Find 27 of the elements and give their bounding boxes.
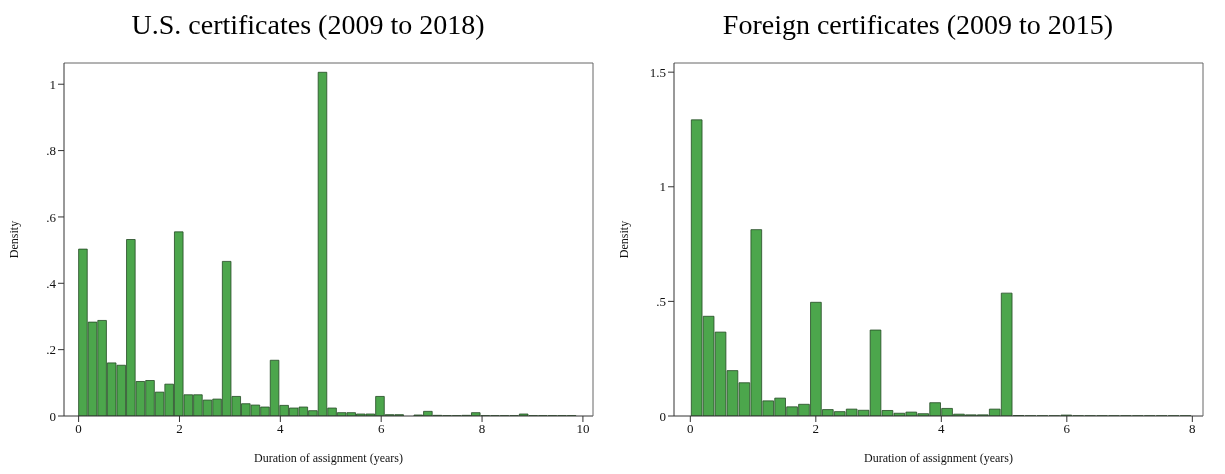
x-tick-label: 2 bbox=[176, 421, 183, 437]
x-tick-label: 0 bbox=[75, 421, 82, 437]
x-tick-label: 6 bbox=[1063, 421, 1071, 437]
y-tick-label: 1.5 bbox=[649, 64, 666, 80]
x-tick-label: 4 bbox=[938, 421, 946, 437]
y-tick-label: .5 bbox=[656, 294, 666, 309]
x-axis-title: Duration of assignment (years) bbox=[864, 451, 1013, 465]
x-tick-label: 8 bbox=[478, 421, 486, 437]
chart-title: U.S. certificates (2009 to 2018) bbox=[130, 8, 486, 42]
x-tick-label: 10 bbox=[576, 421, 590, 437]
y-tick-label: 0 bbox=[49, 408, 56, 424]
y-axis-title: Density bbox=[617, 220, 632, 259]
y-tick-label: .2 bbox=[46, 342, 56, 358]
x-tick-label: 8 bbox=[1189, 421, 1196, 437]
x-tick-label: 2 bbox=[812, 421, 820, 437]
y-axis-title: Density bbox=[7, 220, 22, 259]
x-tick-label: 4 bbox=[277, 421, 285, 437]
y-tick-label: .4 bbox=[46, 275, 57, 291]
y-tick-label: .8 bbox=[46, 143, 56, 159]
x-axis-title: Duration of assignment (years) bbox=[254, 451, 403, 465]
x-tick-label: 6 bbox=[377, 421, 385, 437]
x-tick-label: 0 bbox=[687, 421, 694, 437]
y-tick-label: .6 bbox=[46, 209, 57, 225]
y-tick-label: 1 bbox=[659, 179, 666, 195]
y-tick-label: 0 bbox=[659, 408, 666, 424]
y-tick-label: 1 bbox=[49, 76, 56, 92]
chart-title: Foreign certificates (2009 to 2015) bbox=[721, 8, 1115, 42]
